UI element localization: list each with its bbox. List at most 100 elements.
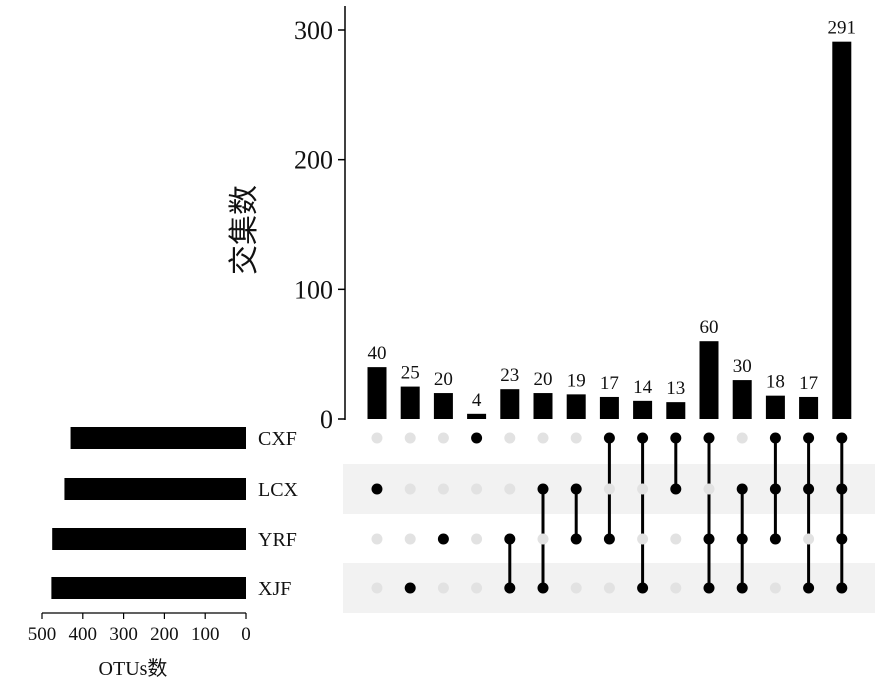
matrix-dot-active [637,432,649,444]
y-tick-label: 300 [294,16,333,45]
intersection-bar-label: 14 [633,377,653,398]
set-size-tick-label: 100 [191,624,220,645]
intersection-bar-label: 18 [766,372,785,393]
set-size-bar-cxf [70,427,246,449]
set-label-lcx: LCX [258,479,299,501]
matrix-dot-active [803,432,815,444]
intersection-bar-label: 60 [700,317,719,338]
matrix-dot-inactive [670,582,682,594]
intersection-matrix [371,432,848,594]
intersection-bar [732,380,752,419]
matrix-dot-inactive [570,432,582,444]
matrix-dot-active [537,483,549,495]
matrix-dot-active [670,432,682,444]
set-label-xjf: XJF [258,578,291,600]
matrix-dot-inactive [437,483,449,495]
matrix-dot-inactive [603,483,615,495]
intersection-bar-label: 20 [434,369,453,390]
matrix-dot-active [637,582,649,594]
intersection-bar-label: 17 [600,373,619,394]
set-size-x-axis-label: OTUs数 [99,657,168,680]
matrix-dot-inactive [404,432,416,444]
matrix-dot-active [769,432,781,444]
matrix-dot-inactive [637,533,649,545]
matrix-dot-inactive [769,582,781,594]
matrix-dot-active [504,582,516,594]
matrix-dot-active [736,483,748,495]
matrix-dot-active [437,533,449,545]
matrix-dot-inactive [504,483,516,495]
matrix-dot-active [703,582,715,594]
matrix-dot-active [836,432,848,444]
matrix-dot-inactive [471,483,483,495]
intersection-bar [533,393,553,419]
matrix-dot-inactive [471,533,483,545]
intersection-bar [500,389,520,419]
matrix-dot-active [670,483,682,495]
matrix-dot-inactive [803,533,815,545]
matrix-dot-active [736,582,748,594]
matrix-dot-inactive [703,483,715,495]
intersection-bar [765,395,785,419]
y-tick-label: 200 [294,146,333,175]
matrix-dot-inactive [404,483,416,495]
matrix-dot-inactive [471,582,483,594]
matrix-dot-inactive [537,533,549,545]
set-size-bar-xjf [51,577,246,599]
y-axis-label: 交集数 [228,185,261,275]
set-size-bar-yrf [52,528,247,550]
matrix-dot-active [836,582,848,594]
set-name-labels: CXF LCX YRF XJF [258,428,299,600]
intersection-bar-label: 25 [401,363,420,384]
matrix-dot-inactive [404,533,416,545]
set-size-tick-label: 500 [28,624,57,645]
intersection-y-axis: 0 100 200 300 [294,6,346,434]
set-size-tick-label: 200 [150,624,179,645]
matrix-dot-active [603,432,615,444]
intersection-bar [566,394,586,419]
intersection-bar-label: 23 [500,365,519,386]
matrix-dot-inactive [437,582,449,594]
intersection-bars [367,41,852,420]
set-size-tick-label: 300 [109,624,138,645]
intersection-bar-label: 20 [534,369,553,390]
intersection-bar [633,400,653,419]
matrix-dot-inactive [570,582,582,594]
intersection-bar-label: 30 [733,356,752,377]
matrix-dot-active [703,533,715,545]
matrix-dot-active [803,582,815,594]
intersection-bar [699,341,719,419]
y-tick-label: 100 [294,275,333,304]
intersection-bar-label: 291 [828,18,857,39]
y-tick-label: 0 [320,405,333,434]
matrix-dot-active [570,483,582,495]
intersection-bar [467,413,487,419]
set-label-cxf: CXF [258,428,297,450]
intersection-bar-label: 19 [567,370,586,391]
intersection-bar [433,393,453,419]
intersection-bar [367,367,387,419]
intersection-bar-label: 17 [799,373,818,394]
matrix-dot-active [471,432,483,444]
matrix-dot-inactive [371,533,383,545]
matrix-dot-inactive [504,432,516,444]
matrix-dot-active [769,533,781,545]
matrix-dot-active [769,483,781,495]
matrix-dot-active [803,483,815,495]
matrix-dot-active [836,483,848,495]
intersection-bar-label: 40 [368,343,387,364]
matrix-dot-active [404,582,416,594]
matrix-dot-inactive [371,582,383,594]
intersection-bar-label: 4 [472,390,482,411]
matrix-dot-inactive [603,582,615,594]
matrix-dot-active [703,432,715,444]
matrix-dot-inactive [371,432,383,444]
set-size-x-axis: 500 400 300 200 100 0 [28,612,251,645]
matrix-dot-active [537,582,549,594]
set-size-bars [51,427,247,599]
intersection-bar-labels: 40 25 20 4 23 20 19 17 14 13 60 30 18 17 291 [368,18,857,411]
set-size-tick-label: 400 [69,624,98,645]
matrix-dot-active [371,483,383,495]
matrix-dot-inactive [736,432,748,444]
